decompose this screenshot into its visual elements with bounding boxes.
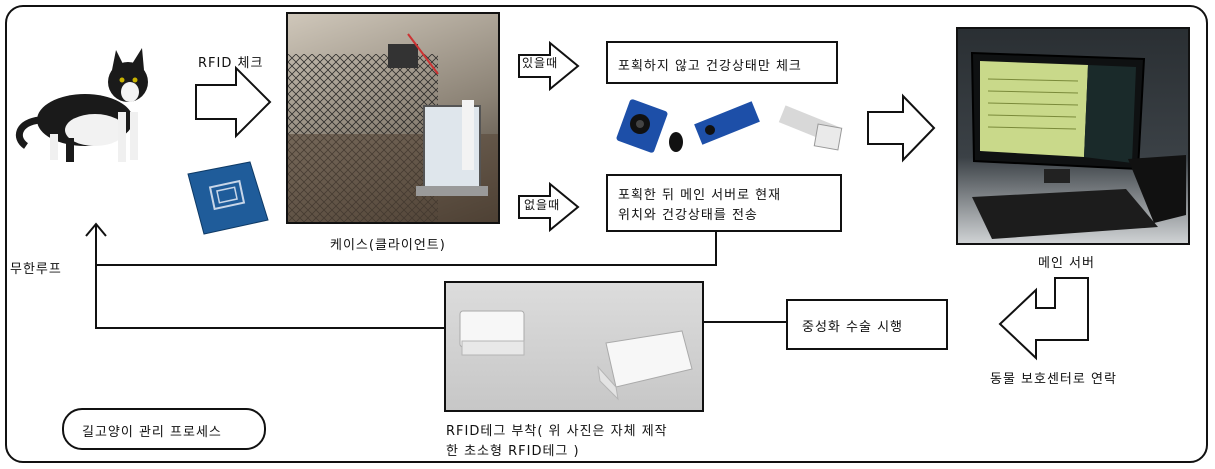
loop-line [95,225,717,266]
ir-led [669,132,683,152]
contact-center-label: 동물 보호센터로 연락 [990,372,1117,387]
process-title: 길고양이 관리 프로세스 [82,425,222,440]
process-title-box: 길고양이 관리 프로세스 [62,408,266,450]
absent-action-line1: 포획한 뒤 메인 서버로 현재 [618,188,782,203]
rfid-reader-image [187,161,269,235]
tag-photo-art [459,310,693,401]
loop-arrowhead [85,222,107,237]
rfid-check-label: RFID 체크 [198,56,264,71]
neuter-text: 중성화 수술 시행 [802,320,903,335]
cat-image [15,48,148,162]
sensors-image [616,99,843,153]
present-action-text: 포획하지 않고 건강상태만 체크 [618,59,802,74]
case-photo-art [288,33,498,222]
main-server-photo [956,27,1190,245]
camera-module [616,99,668,153]
server-photo-art [970,51,1186,239]
tag-attach-line1: RFID테그 부착( 위 사진은 자체 제작 [446,424,668,439]
absent-action-line2: 위치와 건강상태를 전송 [618,208,758,223]
present-label: 있을때 [522,56,559,70]
present-arrow [518,40,580,92]
to-server-arrow [867,93,936,163]
rfid-tag-2 [597,330,693,401]
diagram-frame [5,5,1208,463]
tag-attach-label: RFID테그 부착( 위 사진은 자체 제작 한 초소형 RFID테그 ) [446,422,668,462]
neuter-box: 중성화 수술 시행 [786,299,948,350]
case-client-label: 케이스(클라이언트) [330,238,446,253]
tag-attach-line2: 한 초소형 RFID테그 ) [446,444,580,459]
flame-sensor-module [694,101,760,145]
rfid-check-arrow [195,65,272,139]
present-action-box: 포획하지 않고 건강상태만 체크 [606,41,838,84]
absent-arrow [518,181,580,233]
infinite-loop-label: 무한루프 [10,262,62,277]
gas-sensor-module [778,105,843,151]
tag-to-loop-line [95,265,444,329]
main-server-label: 메인 서버 [1038,256,1095,271]
rfid-tag-photo [444,281,704,412]
absent-action-box: 포획한 뒤 메인 서버로 현재 위치와 건강상태를 전송 [606,174,842,232]
server-to-shelter-arrow [998,277,1089,361]
rfid-tag-1 [459,310,525,356]
case-photo [286,12,500,224]
absent-label: 없을때 [524,198,561,212]
